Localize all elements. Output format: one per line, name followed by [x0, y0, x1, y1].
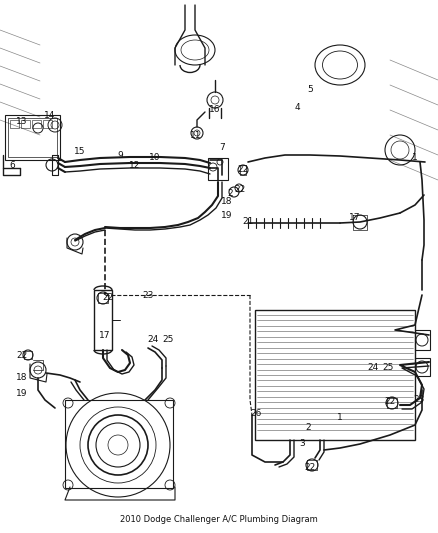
Text: 7: 7 [219, 143, 225, 152]
Bar [94, 290, 112, 350]
Text: 19: 19 [221, 211, 233, 220]
Text: 11: 11 [190, 131, 202, 140]
Text: 17: 17 [349, 214, 361, 222]
Text: 25: 25 [162, 335, 174, 344]
Bar [10, 120, 19, 128]
Text: 2010 Dodge Challenger A/C Plumbing Diagram: 2010 Dodge Challenger A/C Plumbing Diagr… [120, 515, 318, 524]
Text: 14: 14 [44, 110, 56, 119]
Text: 24: 24 [147, 335, 159, 344]
Bar [21, 120, 30, 128]
Text: 15: 15 [74, 148, 86, 157]
Text: 4: 4 [294, 102, 300, 111]
Bar [65, 400, 173, 488]
Bar [43, 120, 52, 128]
Text: 24: 24 [367, 362, 378, 372]
Text: 22: 22 [304, 464, 316, 472]
Text: 2: 2 [305, 424, 311, 432]
Bar [208, 158, 228, 180]
Text: 5: 5 [307, 85, 313, 94]
Bar [8, 118, 57, 157]
Text: 17: 17 [99, 332, 111, 341]
Text: 16: 16 [209, 106, 221, 115]
Text: 22: 22 [102, 294, 113, 303]
Text: 22: 22 [385, 398, 396, 407]
Bar [32, 120, 41, 128]
Text: 18: 18 [221, 198, 233, 206]
Text: 9: 9 [117, 150, 123, 159]
Text: 19: 19 [16, 389, 28, 398]
Text: 12: 12 [129, 160, 141, 169]
Text: 10: 10 [149, 154, 161, 163]
Text: 22: 22 [237, 166, 249, 174]
Text: 26: 26 [250, 408, 261, 417]
Bar [5, 115, 60, 160]
Text: 1: 1 [337, 414, 343, 423]
Text: 21: 21 [242, 217, 254, 227]
Text: 22: 22 [234, 185, 246, 195]
Bar [255, 310, 415, 440]
Text: 22: 22 [16, 351, 28, 360]
Text: 1: 1 [412, 154, 418, 163]
Bar [415, 330, 430, 350]
Bar [415, 358, 430, 376]
Text: 2: 2 [227, 189, 233, 198]
Text: 3: 3 [299, 440, 305, 448]
Text: 6: 6 [9, 160, 15, 169]
Text: 18: 18 [16, 374, 28, 383]
Text: 13: 13 [16, 117, 28, 126]
Text: 25: 25 [382, 362, 394, 372]
Text: 23: 23 [413, 395, 425, 405]
Text: 23: 23 [142, 290, 154, 300]
